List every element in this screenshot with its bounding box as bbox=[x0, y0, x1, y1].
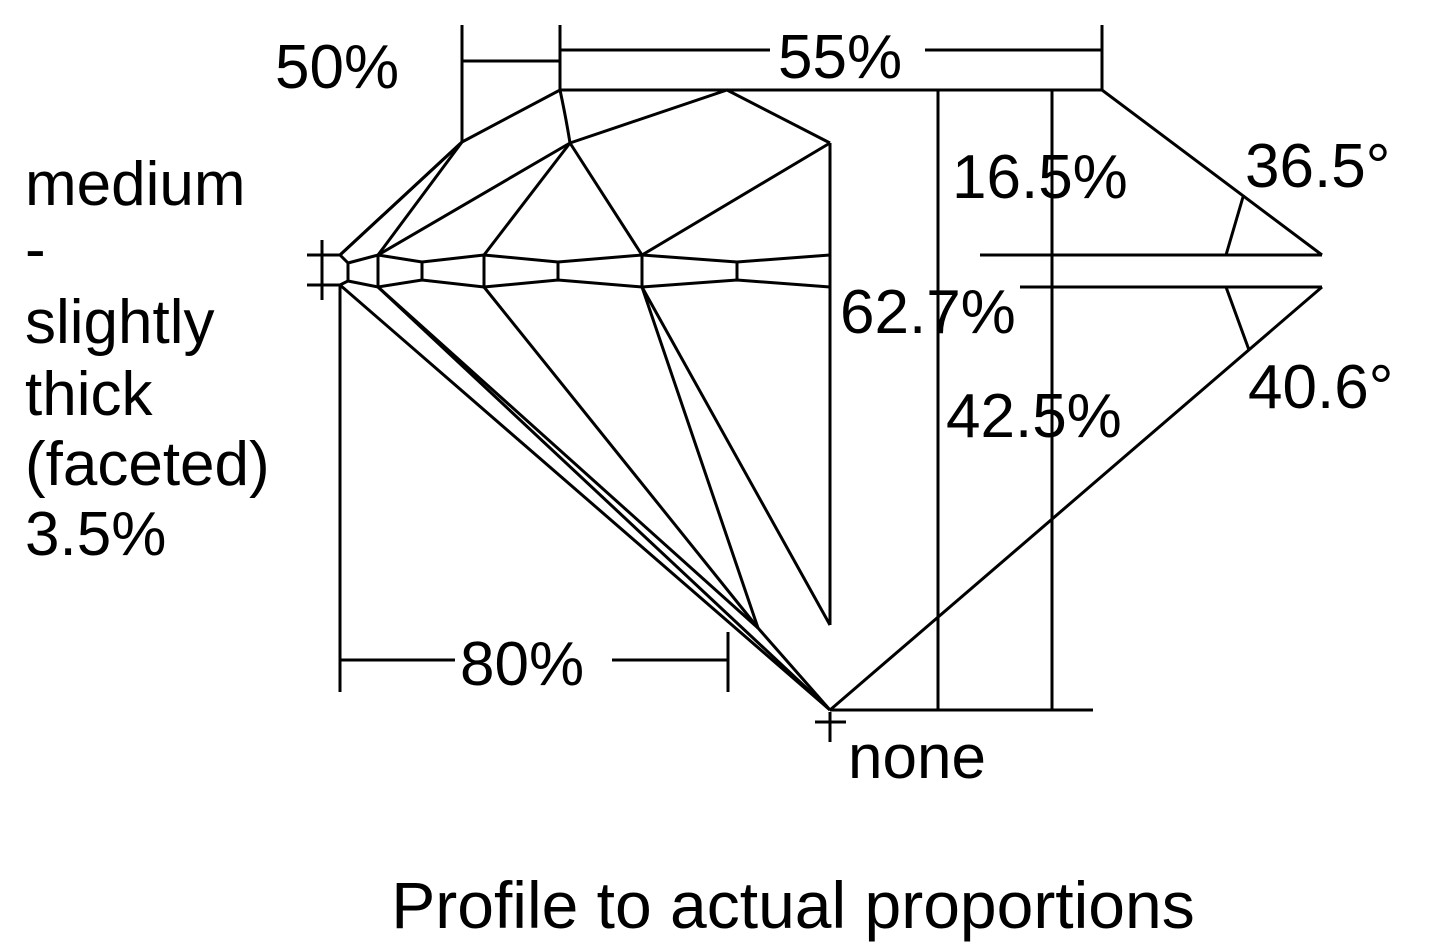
crown-angle-label: 36.5° bbox=[1245, 132, 1390, 201]
star-length-label: 50% bbox=[275, 33, 399, 102]
girdle-line: medium bbox=[25, 150, 246, 219]
crown-facets bbox=[338, 88, 832, 625]
pavilion-facets bbox=[339, 283, 846, 742]
total-depth-label: 62.7% bbox=[840, 278, 1016, 347]
culet-label: none bbox=[848, 723, 986, 792]
girdle bbox=[307, 240, 831, 300]
girdle-line: 3.5% bbox=[25, 500, 166, 569]
right-profile bbox=[829, 90, 1323, 712]
girdle-label: medium - slightly thick (faceted) 3.5% bbox=[25, 150, 270, 569]
lower-half-label: 80% bbox=[460, 630, 584, 699]
table-label: 55% bbox=[778, 23, 902, 92]
pavilion-depth-label: 42.5% bbox=[946, 382, 1122, 451]
dimension-lines bbox=[338, 25, 1104, 692]
pavilion-angle-arc bbox=[1224, 286, 1251, 351]
girdle-line: - bbox=[25, 215, 46, 284]
girdle-line: (faceted) bbox=[25, 430, 270, 499]
caption: Profile to actual proportions bbox=[391, 868, 1194, 942]
girdle-line: slightly bbox=[25, 288, 215, 357]
girdle-line: thick bbox=[25, 360, 153, 429]
pavilion-angle-label: 40.6° bbox=[1248, 353, 1393, 422]
crown-height-label: 16.5% bbox=[952, 143, 1128, 212]
crown-angle-arc bbox=[1224, 196, 1245, 256]
